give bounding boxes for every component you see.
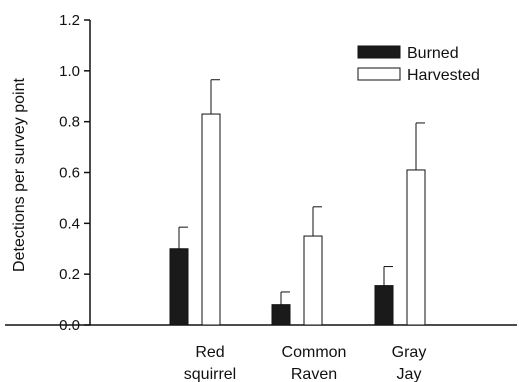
y-tick-label: 0.8 (59, 114, 80, 131)
bar-harvested-1 (303, 235, 323, 326)
category-label: Jay (397, 366, 422, 382)
legend: Burned Harvested (357, 45, 480, 84)
legend-label-burned: Burned (407, 45, 459, 62)
category-label: Raven (291, 366, 337, 382)
category-label: Gray (392, 344, 427, 361)
y-tick-label: 0.4 (59, 215, 80, 232)
legend-swatch-harvested (357, 67, 401, 81)
category-label: squirrel (184, 366, 236, 382)
y-tick-label: 1.0 (59, 63, 80, 80)
bar-burned-2 (374, 285, 394, 326)
category-label: Red (195, 344, 224, 361)
bar-burned-0 (169, 248, 189, 326)
category-labels: Red squirrel Common Raven Gray Jay (184, 344, 427, 382)
y-tick-label: 1.2 (59, 12, 80, 29)
bar-burned-1 (271, 304, 291, 326)
bar-harvested-2 (406, 169, 426, 326)
category-label: Common (282, 344, 347, 361)
bars (169, 113, 426, 326)
bar-harvested-0 (201, 113, 221, 326)
y-tick-label: 0.2 (59, 266, 80, 283)
y-tick-label: 0.6 (59, 165, 80, 182)
legend-swatch-burned (357, 45, 401, 59)
legend-label-harvested: Harvested (407, 67, 480, 84)
y-axis-label: Detections per survey point (11, 78, 28, 272)
error-bars (178, 79, 425, 305)
y-axis: 0.00.20.40.60.81.01.2 (59, 12, 91, 334)
